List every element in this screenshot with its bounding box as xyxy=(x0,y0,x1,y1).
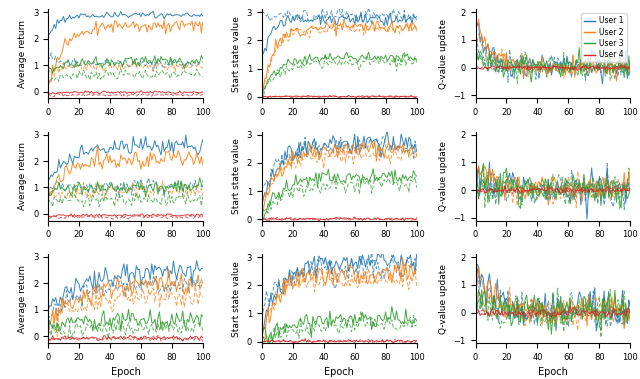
Legend: User 1, User 2, User 3, User 4: User 1, User 2, User 3, User 4 xyxy=(580,13,627,62)
Y-axis label: Average return: Average return xyxy=(19,20,28,88)
X-axis label: Epoch: Epoch xyxy=(538,367,568,377)
Y-axis label: Q-value update: Q-value update xyxy=(439,141,448,211)
Y-axis label: Average return: Average return xyxy=(19,265,28,333)
X-axis label: Epoch: Epoch xyxy=(324,367,354,377)
Y-axis label: Start state value: Start state value xyxy=(232,16,241,92)
Y-axis label: Average return: Average return xyxy=(19,142,28,210)
Y-axis label: Start state value: Start state value xyxy=(232,138,241,214)
Y-axis label: Q-value update: Q-value update xyxy=(439,264,448,334)
Y-axis label: Q-value update: Q-value update xyxy=(439,19,448,89)
X-axis label: Epoch: Epoch xyxy=(111,367,140,377)
Y-axis label: Start state value: Start state value xyxy=(232,261,241,337)
